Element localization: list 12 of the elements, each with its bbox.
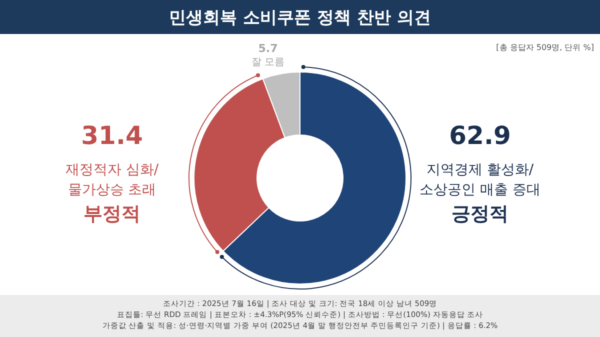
text: 소상공인 매출 증대 — [420, 182, 540, 198]
text: 재정적자 심화/ — [65, 162, 159, 178]
slice-label: 잘 모름 — [251, 57, 285, 68]
data-label: 5.7 — [258, 42, 278, 55]
slice-label: 긍정적 — [452, 203, 508, 225]
chart-title: 민생회복 소비쿠폰 정책 찬반 의견 — [169, 8, 431, 28]
slice-label: 부정적 — [84, 203, 140, 225]
data-label: 62.9 — [449, 121, 511, 150]
text: 물가상승 초래 — [68, 182, 156, 198]
text: [총 응답자 509명, 단위 %] — [496, 43, 594, 52]
data-label: 31.4 — [81, 121, 143, 150]
text: 지역경제 활성화/ — [426, 162, 534, 178]
